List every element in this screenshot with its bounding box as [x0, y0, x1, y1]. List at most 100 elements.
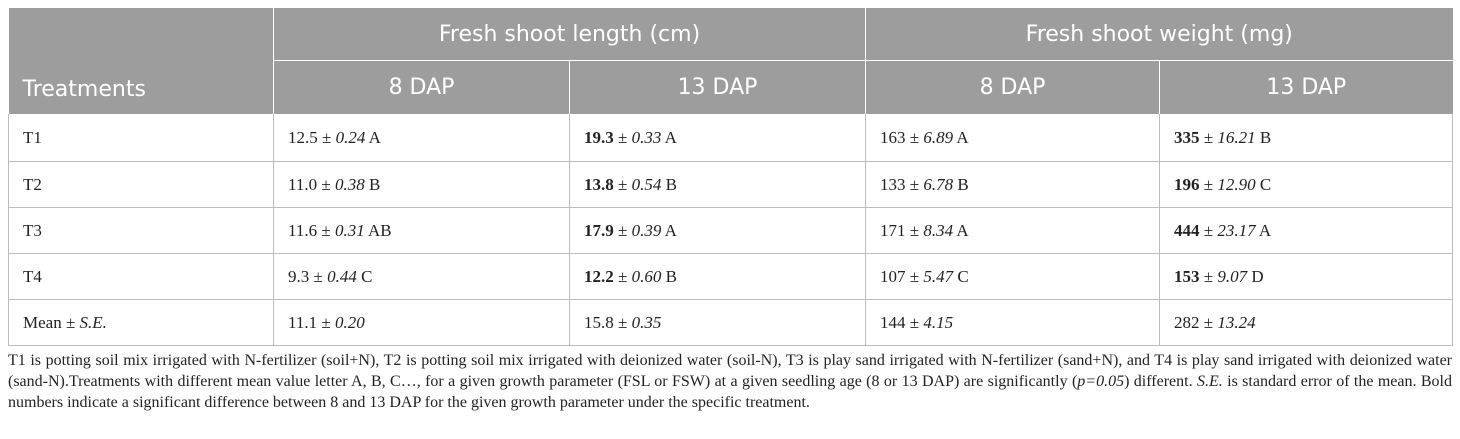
cell-group-letter: B: [368, 174, 381, 194]
header-fsw-8dap: 8 DAP: [865, 60, 1160, 114]
mean-se: 0.20: [334, 312, 365, 332]
table-container: Treatments Fresh shoot length (cm) Fresh…: [8, 8, 1454, 413]
plus-minus: ±: [322, 127, 332, 147]
table-row: T2 11.0 ± 0.38 B 13.8 ± 0.54 B 133 ± 6.78 B…: [8, 161, 1454, 208]
cell-value: 133: [880, 174, 906, 194]
mean-value: 144: [880, 312, 906, 332]
cell-group-letter: A: [368, 127, 381, 147]
cell-se: 9.07: [1217, 266, 1248, 286]
table-cell: 13.8 ± 0.54 B: [569, 161, 866, 208]
cell-value: 12.2: [584, 266, 614, 286]
cell-group-letter: A: [1258, 220, 1272, 240]
table-cell: 12.2 ± 0.60 B: [569, 253, 866, 300]
cell-value: 163: [880, 127, 906, 147]
plus-minus: ±: [1203, 220, 1214, 240]
plus-minus: ±: [909, 174, 920, 194]
cell-group-letter: B: [665, 266, 677, 286]
cell-group-letter: AB: [368, 220, 392, 240]
cell-group-letter: B: [665, 174, 677, 194]
cell-group-letter: A: [956, 220, 969, 240]
cell-se: 0.60: [631, 266, 662, 286]
mean-label-se: S.E.: [79, 312, 107, 332]
header-fsl-8dap: 8 DAP: [273, 60, 570, 114]
mean-value: 282: [1174, 312, 1200, 332]
cell-group-letter: C: [361, 266, 373, 286]
cell-group-letter: B: [957, 174, 969, 194]
header-fresh-shoot-length: Fresh shoot length (cm): [273, 8, 866, 61]
cell-value: 153: [1174, 266, 1200, 286]
cell-value: 335: [1174, 127, 1200, 147]
plus-minus: ±: [321, 312, 331, 332]
table-cell: 196 ± 12.90 C: [1158, 161, 1454, 208]
plus-minus: ±: [909, 220, 920, 240]
cell-value: 11.0: [288, 174, 318, 194]
cell-se: 6.78: [923, 174, 954, 194]
cell-se: 23.17: [1217, 220, 1256, 240]
footnote-p-value: p=0.05: [1077, 373, 1125, 390]
footnote-text-2: ) different.: [1124, 373, 1197, 390]
table-cell: 107 ± 5.47 C: [865, 253, 1160, 300]
cell-se: 5.47: [923, 266, 954, 286]
table-cell: 19.3 ± 0.33 A: [569, 114, 866, 162]
plus-minus: ±: [321, 220, 331, 240]
mean-se: 4.15: [923, 312, 954, 332]
table-cell: 12.5 ± 0.24 A: [273, 114, 570, 162]
plus-minus: ±: [313, 266, 323, 286]
mean-value: 11.1: [288, 312, 318, 332]
table-cell: 153 ± 9.07 D: [1158, 253, 1454, 300]
table-cell: 11.6 ± 0.31 AB: [273, 207, 570, 254]
plus-minus: ±: [618, 266, 628, 286]
cell-se: 0.44: [327, 266, 357, 286]
mean-row: Mean ± S.E. 11.1 ± 0.20 15.8 ± 0.35 144 ± 4…: [8, 299, 1454, 346]
table-cell: 163 ± 6.89 A: [865, 114, 1160, 162]
cell-value: 11.6: [288, 220, 318, 240]
plus-minus: ±: [618, 220, 628, 240]
cell-value: 444: [1174, 220, 1200, 240]
plus-minus: ±: [909, 266, 920, 286]
mean-cell: 11.1 ± 0.20: [273, 299, 570, 346]
table-row: T3 11.6 ± 0.31 AB 17.9 ± 0.39 A 171 ± 8.34 …: [8, 207, 1454, 254]
plus-minus: ±: [618, 127, 628, 147]
cell-value: 17.9: [584, 220, 614, 240]
footnote-text-3: is standard error of the mean. Bold numb…: [8, 373, 1453, 411]
cell-value: 196: [1174, 174, 1200, 194]
header-fsl-13dap: 13 DAP: [569, 60, 866, 114]
row-label: T3: [8, 207, 274, 254]
row-label: T2: [8, 161, 274, 208]
table-footnote: T1 is potting soil mix irrigated with N-…: [8, 350, 1452, 413]
header-treatments: Treatments: [8, 8, 274, 114]
cell-value: 13.8: [584, 174, 614, 194]
table-cell: 11.0 ± 0.38 B: [273, 161, 570, 208]
header-fresh-shoot-weight: Fresh shoot weight (mg): [864, 8, 1453, 61]
mean-cell: 144 ± 4.15: [865, 299, 1160, 346]
header-fsw-13dap: 13 DAP: [1158, 60, 1453, 114]
table-cell: 133 ± 6.78 B: [865, 161, 1160, 208]
cell-group-letter: A: [956, 127, 969, 147]
mean-label-prefix: Mean ±: [23, 312, 76, 332]
cell-group-letter: D: [1251, 266, 1264, 286]
cell-group-letter: A: [664, 220, 677, 240]
table-cell: 17.9 ± 0.39 A: [569, 207, 866, 254]
plus-minus: ±: [909, 127, 920, 147]
mean-cell: 15.8 ± 0.35: [569, 299, 866, 346]
results-table: Treatments Fresh shoot length (cm) Fresh…: [8, 8, 1454, 346]
mean-cell: 282 ± 13.24: [1158, 299, 1454, 346]
table-cell: 335 ± 16.21 B: [1158, 114, 1454, 162]
cell-value: 12.5: [288, 127, 318, 147]
plus-minus: ±: [618, 174, 628, 194]
mean-row-label: Mean ± S.E.: [8, 299, 274, 346]
cell-group-letter: C: [1259, 174, 1272, 194]
mean-value: 15.8: [584, 312, 614, 332]
table-cell: 444 ± 23.17 A: [1158, 207, 1454, 254]
cell-se: 0.38: [334, 174, 365, 194]
cell-se: 16.21: [1217, 127, 1256, 147]
plus-minus: ±: [321, 174, 331, 194]
plus-minus: ±: [1203, 266, 1214, 286]
cell-se: 0.39: [631, 220, 662, 240]
cell-se: 6.89: [923, 127, 954, 147]
cell-se: 0.33: [631, 127, 662, 147]
cell-value: 171: [880, 220, 906, 240]
table-cell: 9.3 ± 0.44 C: [273, 253, 570, 300]
cell-value: 9.3: [288, 266, 310, 286]
